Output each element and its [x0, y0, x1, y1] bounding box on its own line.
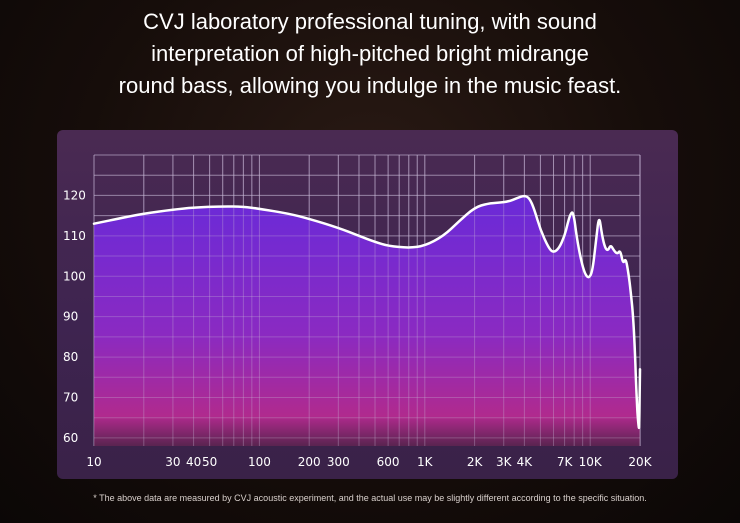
headline-line-1: CVJ laboratory professional tuning, with…	[143, 9, 597, 34]
response-curve	[92, 194, 642, 430]
y-tick-label: 100	[63, 269, 86, 283]
headline-line-3: round bass, allowing you indulge in the …	[118, 73, 622, 98]
x-tick-label: 300	[327, 455, 350, 469]
x-tick-label: 20K	[628, 455, 652, 469]
y-tick-label: 120	[63, 188, 86, 202]
x-tick-label: 200	[298, 455, 321, 469]
x-tick-label: 600	[377, 455, 400, 469]
x-tick-label: 50	[202, 455, 217, 469]
footnote: * The above data are measured by CVJ aco…	[93, 493, 647, 503]
x-tick-label: 1K	[417, 455, 434, 469]
x-tick-label: 30	[165, 455, 180, 469]
y-tick-label: 90	[63, 310, 78, 324]
x-tick-label: 4K	[517, 455, 534, 469]
chart-panel: 60 70 80 90 100 110 120 10 30 40 50 100 200 300 600 1K…	[57, 130, 678, 479]
x-tick-label: 7K	[557, 455, 574, 469]
x-tick-label: 40	[186, 455, 201, 469]
x-axis-labels: 10 30 40 50 100 200 300 600 1K 2K 3K 4K 7K 10K 20K	[86, 455, 652, 469]
y-tick-label: 80	[63, 350, 78, 364]
y-tick-label: 60	[63, 431, 78, 445]
y-tick-label: 110	[63, 229, 86, 243]
x-tick-label: 100	[248, 455, 271, 469]
x-tick-label: 3K	[496, 455, 513, 469]
x-tick-label: 10K	[579, 455, 603, 469]
grid-overlay	[93, 154, 641, 446]
x-tick-label: 2K	[467, 455, 484, 469]
frequency-response-chart: 60 70 80 90 100 110 120 10 30 40 50 100 200 300 600 1K…	[63, 154, 653, 469]
response-area	[94, 196, 640, 446]
y-axis-labels: 60 70 80 90 100 110 120	[63, 188, 86, 445]
x-tick-label: 10	[86, 455, 101, 469]
headline-line-2: interpretation of high-pitched bright mi…	[151, 41, 589, 66]
headline: CVJ laboratory professional tuning, with…	[0, 6, 740, 102]
y-tick-label: 70	[63, 391, 78, 405]
